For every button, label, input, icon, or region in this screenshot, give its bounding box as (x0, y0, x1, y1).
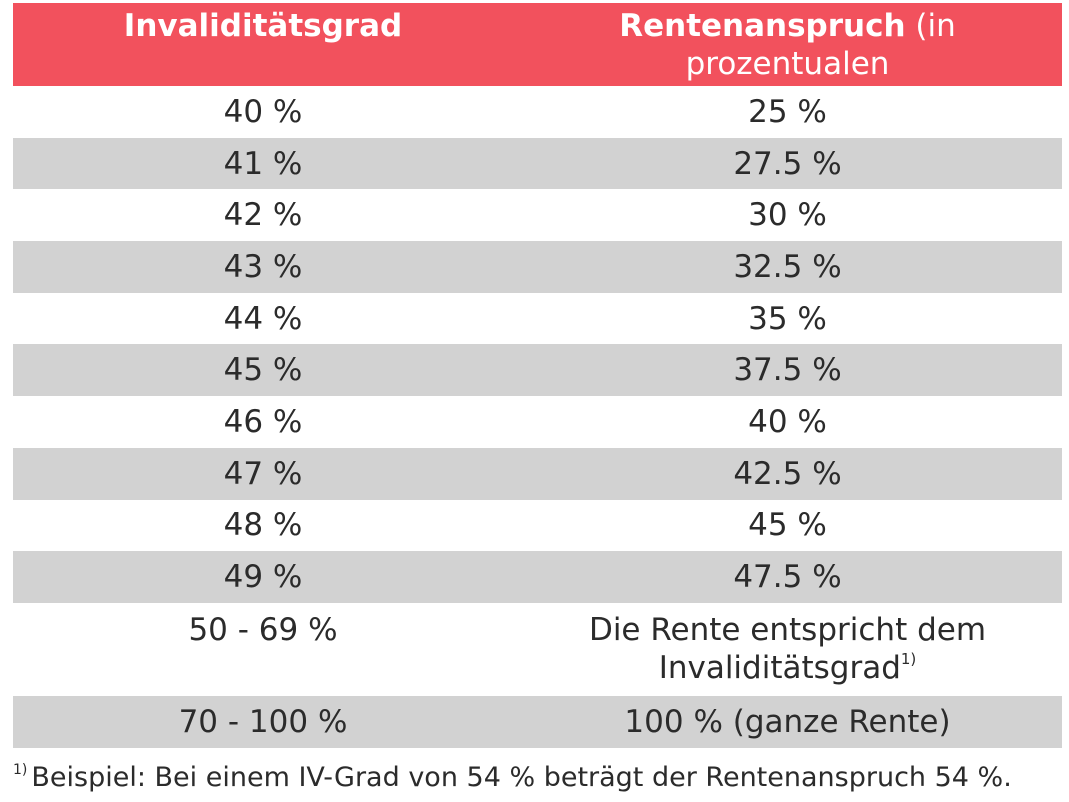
table-row: 42 % 30 % (13, 189, 1062, 241)
cell-anspruch: 42.5 % (733, 455, 842, 492)
header-rentenanspruch-line2: Anteilen einer ganzen Rente) (561, 84, 1014, 120)
table-row: 48 % 45 % (13, 500, 1062, 552)
cell-grad: 50 - 69 % (188, 611, 338, 648)
header-rentenanspruch-rest: (in prozentualen (685, 8, 956, 82)
table-row: 50 - 69 % Die Rente entspricht dem Inval… (13, 603, 1062, 696)
cell-grad: 42 % (223, 197, 303, 234)
footnote-marker: 1) (13, 762, 28, 778)
table-row: 45 % 37.5 % (13, 344, 1062, 397)
cell-anspruch: 35 % (748, 300, 827, 337)
table-row: 49 % 47.5 % (13, 551, 1062, 603)
cell-anspruch: 100 % (ganze Rente) (624, 703, 951, 740)
cell-anspruch: 32.5 % (733, 248, 842, 285)
table-row: 43 % 32.5 % (13, 241, 1062, 293)
table-row: 41 % 27.5 % (13, 137, 1062, 190)
cell-anspruch: 47.5 % (733, 559, 842, 596)
header-invaliditaetsgrad: Invaliditätsgrad (123, 8, 403, 44)
table-row: 47 % 42.5 % (13, 447, 1062, 500)
cell-grad: 41 % (223, 145, 303, 182)
table-row: 40 % 25 % (13, 86, 1062, 138)
cell-anspruch: 40 % (748, 403, 827, 440)
header-rentenanspruch: Rentenanspruch (in prozentualen Anteilen… (513, 3, 1062, 120)
cell-grad: 45 % (223, 352, 303, 389)
cell-anspruch: 30 % (748, 197, 827, 234)
table-row: 70 - 100 % 100 % (ganze Rente) (13, 695, 1062, 748)
footnote-ref-marker: 1) (900, 650, 917, 669)
header-rentenanspruch-bold: Rentenanspruch (619, 8, 906, 44)
table-row: 44 % 35 % (13, 293, 1062, 345)
cell-anspruch: 27.5 % (733, 145, 842, 182)
cell-anspruch-line2: Invaliditätsgrad (658, 650, 901, 687)
cell-grad: 47 % (223, 455, 303, 492)
cell-grad: 49 % (223, 559, 303, 596)
cell-anspruch: 25 % (748, 93, 827, 130)
cell-grad: 70 - 100 % (178, 703, 348, 740)
cell-grad: 44 % (223, 300, 303, 337)
footnote-text: Beispiel: Bei einem IV-Grad von 54 % bet… (31, 762, 1012, 793)
cell-grad: 43 % (223, 248, 303, 285)
cell-anspruch-line1: Die Rente entspricht dem (588, 612, 987, 649)
table-row: 46 % 40 % (13, 396, 1062, 448)
table-header: Invaliditätsgrad Rentenanspruch (in proz… (13, 3, 1062, 120)
cell-grad: 46 % (223, 403, 303, 440)
cell-anspruch: Die Rente entspricht dem Invaliditätsgra… (513, 611, 1062, 687)
cell-grad: 40 % (223, 93, 303, 130)
footnote: 1) Beispiel: Bei einem IV-Grad von 54 % b… (13, 762, 1012, 793)
cell-anspruch: 37.5 % (733, 352, 842, 389)
cell-grad: 48 % (223, 507, 303, 544)
invalidity-table: Invaliditätsgrad Rentenanspruch (in proz… (13, 3, 1062, 748)
cell-anspruch: 45 % (748, 507, 827, 544)
